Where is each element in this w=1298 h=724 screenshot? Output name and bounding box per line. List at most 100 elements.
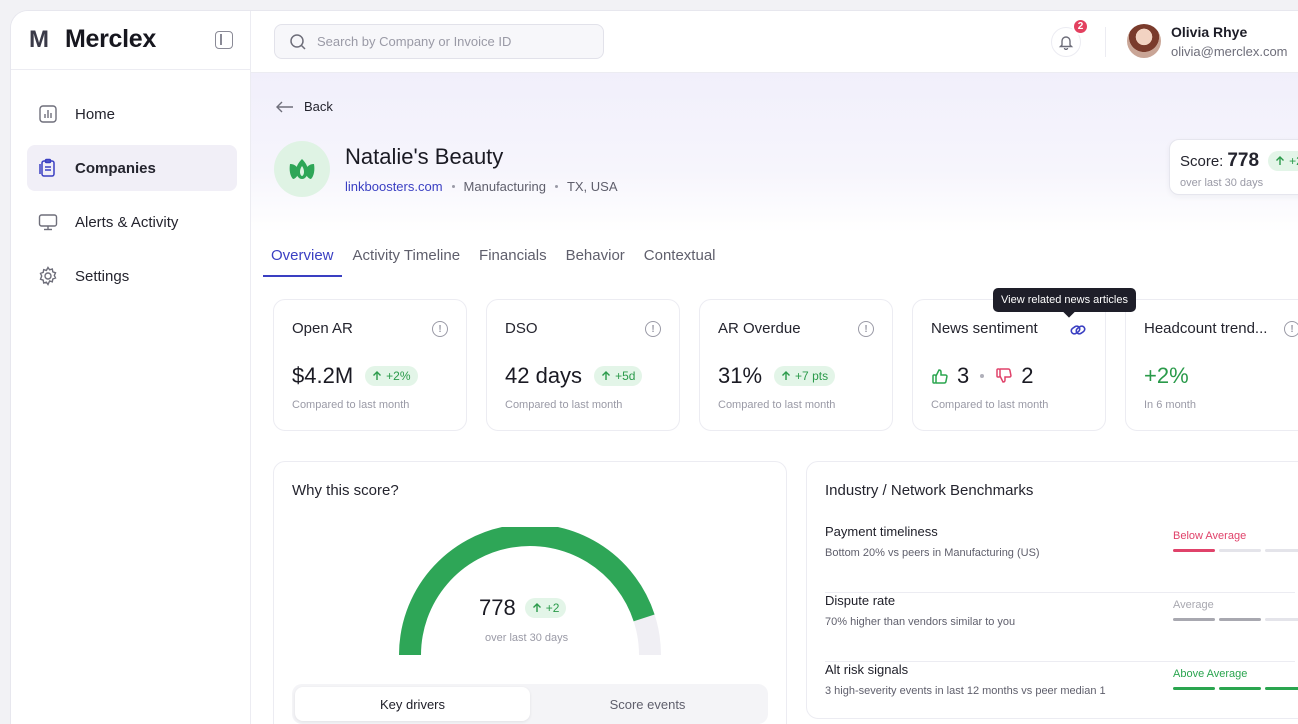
company-header: Back Natalie's Beauty linkboosters.com M… bbox=[251, 73, 1298, 233]
benchmarks-panel: Industry / Network Benchmarks Payment ti… bbox=[806, 461, 1298, 719]
meta-separator bbox=[451, 185, 455, 188]
arrow-up-icon bbox=[532, 603, 541, 612]
benchmark-name: Dispute rate bbox=[825, 593, 896, 608]
arrow-up-icon bbox=[782, 371, 791, 380]
sidebar-item-companies[interactable]: Companies bbox=[27, 145, 237, 191]
back-button[interactable]: Back bbox=[276, 99, 333, 114]
thumbs-down-icon bbox=[996, 368, 1012, 383]
thumbs-up-icon bbox=[932, 369, 948, 384]
benchmark-bar-segment bbox=[1173, 687, 1215, 690]
clipboard-icon bbox=[37, 157, 59, 179]
info-icon[interactable]: ! bbox=[432, 321, 448, 337]
company-tabs: Overview Activity Timeline Financials Be… bbox=[263, 237, 727, 277]
kpi-change-badge: +7 pts bbox=[774, 366, 836, 386]
benchmark-description: 3 high-severity events in last 12 months… bbox=[825, 685, 1106, 697]
kpi-card-headcount-trend: Headcount trend... ! +2% In 6 month bbox=[1125, 299, 1298, 431]
news-tooltip: View related news articles bbox=[993, 288, 1136, 312]
kpi-subtext: Compared to last month bbox=[931, 399, 1049, 411]
tab-contextual[interactable]: Contextual bbox=[643, 247, 716, 264]
company-name: Natalie's Beauty bbox=[345, 144, 504, 169]
benchmark-row-payment-timeliness: Payment timeliness Bottom 20% vs peers i… bbox=[825, 524, 1298, 593]
info-icon[interactable]: ! bbox=[858, 321, 874, 337]
kpi-subtext: In 6 month bbox=[1144, 399, 1196, 411]
arrow-up-icon bbox=[1276, 156, 1285, 165]
user-name: Olivia Rhye bbox=[1171, 24, 1248, 40]
sidebar-item-home[interactable]: Home bbox=[27, 91, 237, 137]
kpi-title: Headcount trend... bbox=[1144, 320, 1268, 337]
score-change-badge: +2 bbox=[1268, 151, 1298, 171]
link-icon[interactable] bbox=[1069, 321, 1087, 339]
kpi-title: AR Overdue bbox=[718, 320, 801, 337]
panel-title: Industry / Network Benchmarks bbox=[825, 482, 1034, 499]
benchmark-description: Bottom 20% vs peers in Manufacturing (US… bbox=[825, 547, 1040, 559]
company-location: TX, USA bbox=[566, 179, 618, 194]
benchmark-bar-segment bbox=[1173, 549, 1215, 552]
company-industry: Manufacturing bbox=[463, 179, 546, 194]
arrow-up-icon bbox=[602, 371, 611, 380]
chart-bars-icon bbox=[37, 103, 59, 125]
negative-news-count: 2 bbox=[1021, 363, 1034, 388]
sidebar-item-label: Companies bbox=[75, 159, 156, 177]
arrow-up-icon bbox=[373, 371, 382, 380]
gauge-score-value: 778 bbox=[479, 595, 516, 620]
benchmark-description: 70% higher than vendors similar to you bbox=[825, 616, 1016, 628]
benchmark-bar-segment bbox=[1265, 687, 1298, 690]
benchmark-level: Below Average bbox=[1173, 530, 1247, 542]
search-input[interactable] bbox=[317, 34, 597, 49]
back-label: Back bbox=[304, 99, 333, 114]
brand-name: Merclex bbox=[65, 25, 157, 53]
kpi-change-badge: +2% bbox=[365, 366, 418, 386]
kpi-change-badge: +5d bbox=[594, 366, 643, 386]
kpi-card-ar-overdue: AR Overdue ! 31% +7 pts Compared to last… bbox=[699, 299, 893, 431]
tab-behavior[interactable]: Behavior bbox=[565, 247, 625, 264]
benchmark-bar-segment bbox=[1265, 618, 1298, 621]
kpi-subtext: Compared to last month bbox=[292, 399, 410, 411]
key-drivers-tab[interactable]: Key drivers bbox=[295, 687, 530, 721]
score-events-tab[interactable]: Score events bbox=[609, 696, 686, 712]
benchmark-bar-segment bbox=[1219, 687, 1261, 690]
tab-overview[interactable]: Overview bbox=[263, 237, 342, 277]
gauge-period: over last 30 days bbox=[485, 632, 569, 644]
benchmark-level: Average bbox=[1173, 599, 1214, 611]
kpi-value: $4.2M bbox=[292, 363, 354, 388]
benchmark-level: Above Average bbox=[1173, 668, 1248, 680]
company-meta: linkboosters.com Manufacturing TX, USA bbox=[345, 179, 618, 194]
benchmark-bar-segment bbox=[1265, 549, 1298, 552]
user-email: olivia@merclex.com bbox=[1171, 44, 1288, 59]
benchmark-bar-segment bbox=[1219, 618, 1261, 621]
kpi-card-open-ar: Open AR ! $4.2M +2% Compared to last mon… bbox=[273, 299, 467, 431]
score-label: Score: bbox=[1180, 152, 1224, 170]
brand-mark: M bbox=[29, 25, 49, 53]
lotus-icon bbox=[289, 159, 315, 179]
kpi-title: Open AR bbox=[292, 320, 353, 337]
score-gauge bbox=[399, 527, 661, 656]
notifications-button[interactable] bbox=[1051, 27, 1081, 57]
benchmark-row-alt-risk-signals: Alt risk signals 3 high-severity events … bbox=[825, 662, 1298, 724]
gauge-score: 778 +2 bbox=[479, 595, 567, 621]
tab-financials[interactable]: Financials bbox=[479, 247, 547, 264]
kpi-card-news-sentiment: News sentiment 3 2 Compared to last mont… bbox=[912, 299, 1106, 431]
search-box[interactable] bbox=[274, 24, 604, 59]
why-score-panel: Why this score? 778 +2 over last 30 days… bbox=[273, 461, 787, 724]
gear-icon bbox=[37, 265, 59, 287]
tab-activity-timeline[interactable]: Activity Timeline bbox=[352, 247, 461, 264]
sidebar-item-settings[interactable]: Settings bbox=[27, 253, 237, 299]
info-icon[interactable]: ! bbox=[645, 321, 661, 337]
kpi-subtext: Compared to last month bbox=[718, 399, 836, 411]
sidebar-item-alerts[interactable]: Alerts & Activity bbox=[27, 199, 237, 245]
company-logo bbox=[274, 141, 330, 197]
bell-icon bbox=[1058, 36, 1074, 50]
sidebar: M Merclex Home Companies bbox=[11, 11, 251, 724]
company-website-link[interactable]: linkboosters.com bbox=[345, 179, 443, 194]
info-icon[interactable]: ! bbox=[1284, 321, 1298, 337]
notification-count-badge: 2 bbox=[1072, 18, 1089, 35]
benchmark-bars bbox=[1173, 618, 1298, 621]
meta-separator bbox=[554, 185, 558, 188]
score-value: 778 bbox=[1227, 150, 1260, 171]
sidebar-collapse-icon[interactable] bbox=[215, 31, 233, 49]
arrow-left-icon bbox=[276, 101, 293, 112]
benchmark-bars bbox=[1173, 549, 1298, 552]
avatar[interactable] bbox=[1127, 24, 1161, 58]
brand-logo[interactable]: M Merclex bbox=[29, 25, 156, 54]
score-view-toggle: Key drivers Score events bbox=[292, 684, 768, 724]
